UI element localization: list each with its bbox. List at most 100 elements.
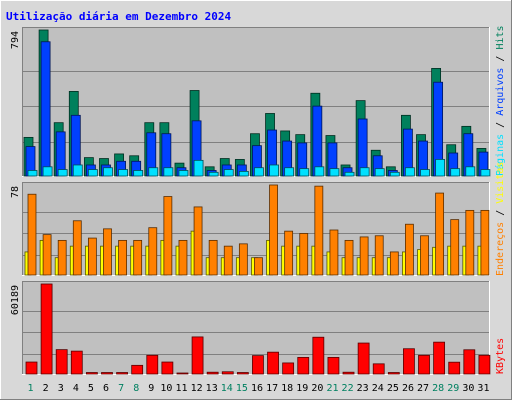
bar-kbytes-day-6 <box>101 372 113 375</box>
bar-kbytes-day-24 <box>372 363 385 375</box>
x-tick-label-day-11: 11 <box>175 383 187 394</box>
bar-kbytes-day-13 <box>206 371 219 375</box>
bar-endere-os-day-7 <box>118 239 127 276</box>
bar-p-ginas-day-31 <box>480 169 491 177</box>
bar-endere-os-day-23 <box>359 236 369 276</box>
bar-kbytes-day-9 <box>146 354 159 375</box>
legend-entry-p-ginas: Páginas <box>494 134 506 176</box>
x-tick-label-day-4: 4 <box>73 383 79 394</box>
bar-endere-os-day-26 <box>405 223 414 276</box>
legend-visits-sites: Endereços / Visitas <box>495 162 506 276</box>
bar-endere-os-day-24 <box>374 235 384 276</box>
bar-kbytes-day-21 <box>327 357 340 375</box>
bar-kbytes-day-26 <box>403 348 415 375</box>
bar-p-ginas-day-9 <box>148 167 159 177</box>
bar-kbytes-day-10 <box>161 361 174 375</box>
bar-p-ginas-day-21 <box>329 168 340 177</box>
legend-entry-endere-os: Endereços <box>495 222 506 276</box>
bar-kbytes-day-12 <box>191 336 204 375</box>
x-tick-label-day-23: 23 <box>357 383 369 394</box>
bar-p-ginas-day-20 <box>314 166 325 177</box>
bar-endere-os-day-14 <box>223 245 233 276</box>
x-tick-label-day-21: 21 <box>326 383 338 394</box>
chart-title: Utilização diária em Dezembro 2024 <box>6 10 232 23</box>
bar-kbytes-day-16 <box>252 355 264 375</box>
bar-p-ginas-day-24 <box>374 168 385 177</box>
y-max-label: 794 <box>10 31 21 49</box>
bar-p-ginas-day-25 <box>389 171 400 177</box>
panel-visits-sites: 78 <box>10 182 490 276</box>
x-tick-label-day-18: 18 <box>281 383 293 394</box>
bar-arquivos-day-20 <box>312 105 323 177</box>
x-tick-label-day-25: 25 <box>387 383 399 394</box>
bar-endere-os-day-3 <box>57 239 67 276</box>
bar-p-ginas-day-19 <box>299 168 310 177</box>
x-tick-label-day-14: 14 <box>221 383 233 394</box>
bar-endere-os-day-6 <box>103 228 112 276</box>
bar-endere-os-day-19 <box>299 233 309 276</box>
bar-kbytes-day-14 <box>221 371 234 375</box>
x-tick-label-day-16: 16 <box>251 383 263 394</box>
x-tick-label-day-26: 26 <box>402 383 414 394</box>
bar-endere-os-day-28 <box>435 192 445 276</box>
legend-entry-visitas: Visitas <box>495 162 506 204</box>
bar-kbytes-day-17 <box>267 351 279 375</box>
legend-entry-hits: Hits <box>495 25 506 49</box>
bar-kbytes-day-30 <box>463 349 476 375</box>
bar-kbytes-day-1 <box>25 361 38 375</box>
x-tick-label-day-20: 20 <box>311 383 323 394</box>
x-tick-label-day-5: 5 <box>88 383 94 394</box>
bar-p-ginas-day-14 <box>223 169 234 177</box>
legend-entry-arquivos: Arquivos <box>495 68 506 116</box>
bar-p-ginas-day-8 <box>133 170 144 177</box>
bar-p-ginas-day-6 <box>103 167 113 177</box>
bar-endere-os-day-9 <box>148 227 158 276</box>
bar-kbytes-day-25 <box>387 372 400 375</box>
x-tick-label-day-30: 30 <box>462 383 474 394</box>
x-tick-label-day-19: 19 <box>296 383 308 394</box>
bar-endere-os-day-25 <box>389 251 399 276</box>
bar-p-ginas-day-27 <box>420 169 430 177</box>
bar-endere-os-day-15 <box>238 243 248 276</box>
bar-p-ginas-day-18 <box>284 167 295 177</box>
bar-p-ginas-day-15 <box>238 171 249 177</box>
bar-kbytes-day-3 <box>55 349 68 375</box>
legend-separator: / <box>495 116 506 134</box>
bar-endere-os-day-22 <box>344 239 354 276</box>
bar-p-ginas-day-12 <box>193 159 204 177</box>
bar-p-ginas-day-5 <box>87 169 98 177</box>
bar-endere-os-day-5 <box>87 237 97 276</box>
bar-p-ginas-day-1 <box>27 170 38 177</box>
bar-endere-os-day-10 <box>163 196 173 276</box>
y-max-label: 60189 <box>10 285 21 315</box>
bar-arquivos-day-2 <box>40 41 51 177</box>
bar-endere-os-day-4 <box>72 220 82 276</box>
bar-endere-os-day-13 <box>208 239 218 276</box>
x-tick-label-day-10: 10 <box>160 383 172 394</box>
bar-kbytes-day-18 <box>282 362 295 375</box>
bar-p-ginas-day-16 <box>254 167 264 177</box>
bar-endere-os-day-17 <box>269 184 278 276</box>
x-tick-label-day-1: 1 <box>28 383 34 394</box>
bar-endere-os-day-29 <box>450 219 460 276</box>
x-tick-label-day-15: 15 <box>236 383 248 394</box>
x-tick-label-day-7: 7 <box>118 383 124 394</box>
bar-kbytes-day-29 <box>448 361 461 375</box>
bar-p-ginas-day-17 <box>269 164 279 177</box>
x-tick-label-day-27: 27 <box>417 383 429 394</box>
x-tick-label-day-17: 17 <box>266 383 278 394</box>
bar-kbytes-day-15 <box>236 372 249 375</box>
x-tick-label-day-24: 24 <box>372 383 384 394</box>
bar-endere-os-day-30 <box>465 209 475 276</box>
bar-p-ginas-day-29 <box>450 168 461 177</box>
bar-p-ginas-day-13 <box>208 171 219 177</box>
bar-p-ginas-day-4 <box>72 164 83 177</box>
x-tick-label-day-2: 2 <box>43 383 49 394</box>
bar-endere-os-day-11 <box>178 239 188 276</box>
bar-endere-os-day-16 <box>254 257 263 276</box>
bar-kbytes-day-20 <box>312 336 325 375</box>
bar-kbytes-day-27 <box>418 354 430 375</box>
bar-endere-os-day-31 <box>480 209 490 276</box>
x-tick-label-day-12: 12 <box>191 383 203 394</box>
